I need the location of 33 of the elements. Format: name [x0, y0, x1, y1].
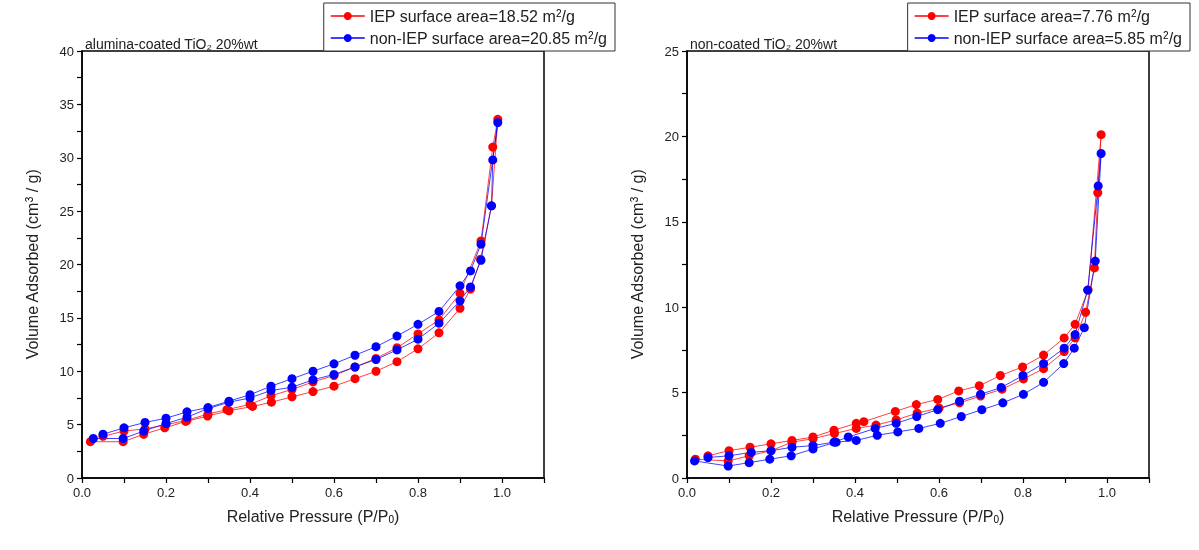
y-tick-label: 25 — [59, 203, 74, 219]
x-tick-label: 0.0 — [677, 485, 697, 500]
y-tick-label: 25 — [664, 43, 679, 59]
x-tick-label: 1.0 — [1097, 485, 1117, 500]
y-tick-label: 10 — [59, 363, 74, 379]
y-tick-label: 40 — [59, 43, 74, 59]
y-axis-title: Volume Adsorbed (cm3 / g) — [628, 169, 646, 360]
chart-title: alumina-coated TiO₂ 20%wt — [85, 36, 258, 52]
y-tick-label: 20 — [664, 128, 679, 144]
y-tick-label: 5 — [66, 417, 74, 433]
x-tick-label: 0.4 — [240, 485, 260, 500]
y-tick-label: 15 — [664, 214, 679, 230]
x-tick-label: 0.8 — [408, 485, 428, 500]
x-tick-label: 0.6 — [324, 485, 344, 500]
y-tick-label: 20 — [59, 257, 74, 272]
y-tick-label: 15 — [59, 310, 74, 326]
y-tick-label: 0 — [671, 470, 679, 486]
x-tick-label: 0.4 — [845, 485, 865, 500]
y-tick-label: 5 — [671, 385, 679, 401]
x-tick-label: 0.8 — [1013, 485, 1033, 500]
x-tick-label: 0.0 — [72, 485, 92, 500]
x-axis-title: Relative Pressure (P/P0) — [226, 507, 400, 525]
chart-title: non-coated TiO₂ 20%wt — [690, 36, 838, 52]
x-tick-label: 0.2 — [761, 485, 781, 500]
x-axis-title: Relative Pressure (P/P0) — [831, 507, 1005, 525]
y-tick-label: 30 — [59, 150, 74, 166]
y-tick-label: 10 — [664, 299, 679, 315]
y-tick-label: 0 — [66, 470, 74, 486]
y-tick-label: 35 — [59, 96, 74, 112]
x-tick-label: 0.6 — [929, 485, 949, 500]
x-tick-label: 0.2 — [156, 485, 176, 500]
y-axis-title: Volume Adsorbed (cm3 / g) — [23, 169, 41, 360]
x-tick-label: 1.0 — [492, 485, 512, 500]
